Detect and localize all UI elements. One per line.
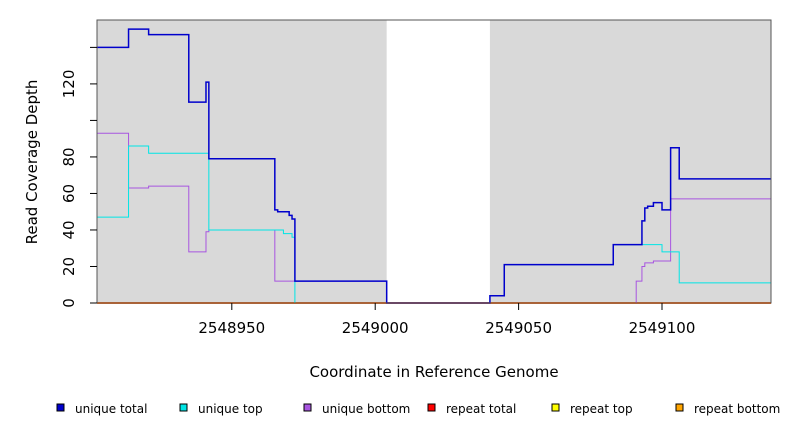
legend-swatch [303,403,312,412]
legend: unique total unique top unique bottom repea… [56,402,780,416]
y-tick-label: 80 [60,147,78,166]
legend-label: repeat top [570,402,633,416]
x-tick-label: 2549050 [485,319,552,337]
legend-swatch [179,403,188,412]
legend-swatch [675,403,684,412]
x-tick-label: 2549100 [629,319,696,337]
legend-label: unique total [75,402,147,416]
y-tick-label: 20 [60,257,78,276]
legend-label: repeat total [446,402,516,416]
shaded-regions [97,20,771,303]
legend-swatch [427,403,436,412]
y-axis: 0 20 40 60 80 120 [60,46,97,308]
series-unique-total [97,28,771,304]
legend-swatch [56,403,65,412]
y-tick-label: 60 [60,184,78,203]
x-tick-label: 2548950 [198,319,265,337]
y-axis-label: Read Coverage Depth [23,80,41,245]
shaded-region-0 [97,20,387,303]
plot-frame [96,19,772,304]
y-tick-label: 0 [60,298,78,308]
x-axis: 2548950 2549000 2549050 2549100 [198,303,695,337]
x-tick-label: 2549000 [342,319,409,337]
y-tick-label: 120 [60,70,78,99]
legend-swatch [551,403,560,412]
legend-label: repeat bottom [694,402,780,416]
shaded-region-1 [489,20,771,303]
legend-label: unique top [198,402,263,416]
y-tick-label: 40 [60,220,78,239]
x-axis-label: Coordinate in Reference Genome [309,363,558,381]
legend-label: unique bottom [322,402,410,416]
